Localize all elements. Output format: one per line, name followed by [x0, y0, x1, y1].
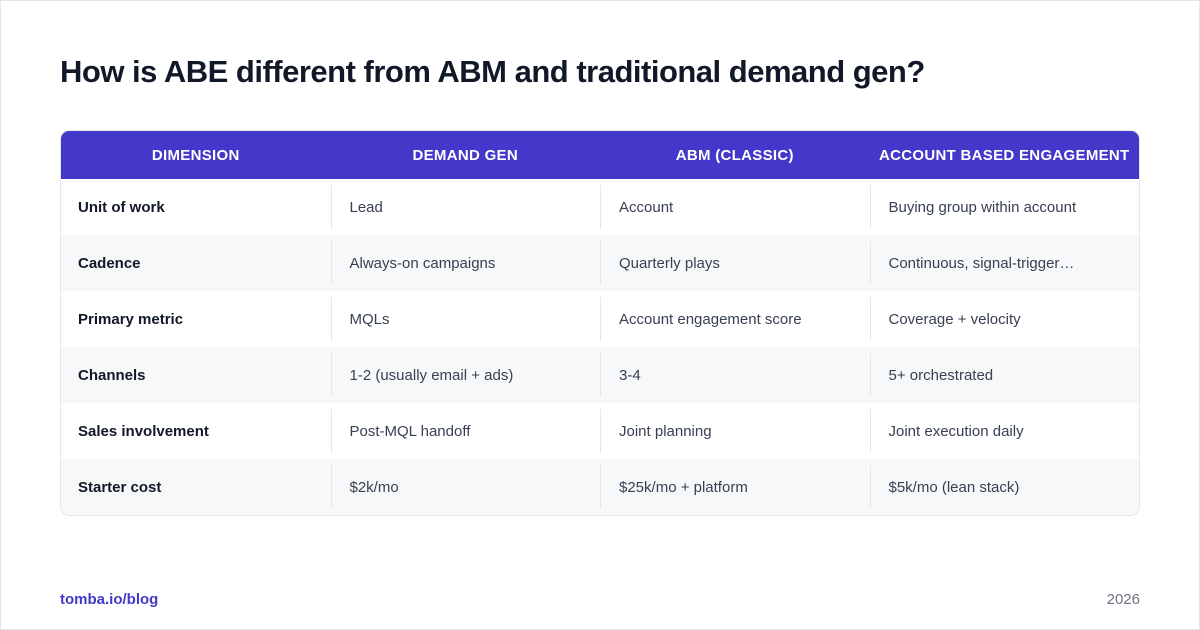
column-header-dimension: DIMENSION: [151, 146, 240, 164]
demand-gen-cell: $2k/mo: [330, 465, 601, 509]
dimension-cell: Starter cost: [78, 478, 162, 496]
column-header-demand-gen: DEMAND GEN: [412, 146, 518, 164]
page-title: How is ABE different from ABM and tradit…: [60, 54, 925, 89]
abe-cell: Joint execution daily: [869, 409, 1140, 453]
column-header-account-based-engagement: ACCOUNT BASED ENGAGEMENT: [878, 146, 1130, 164]
dimension-cell: Cadence: [78, 254, 141, 272]
demand-gen-cell: Always-on campaigns: [330, 241, 601, 285]
table-row: Sales involvement Post-MQL handoff Joint…: [61, 403, 1139, 459]
comparison-table: DIMENSION DEMAND GEN ABM (CLASSIC) ACCOU…: [60, 130, 1140, 516]
abm-classic-cell: 3-4: [600, 353, 870, 397]
demand-gen-cell: Lead: [330, 185, 601, 229]
footer-year: 2026: [1106, 591, 1140, 608]
abe-cell: Coverage + velocity: [869, 297, 1140, 341]
demand-gen-cell: MQLs: [330, 297, 601, 341]
demand-gen-cell: 1-2 (usually email + ads): [330, 353, 601, 397]
abe-cell: 5+ orchestrated: [869, 353, 1140, 397]
abm-classic-cell: Quarterly plays: [600, 241, 870, 285]
dimension-cell: Unit of work: [78, 198, 165, 216]
abe-cell-text: Continuous, signal-trigger…: [888, 254, 1075, 272]
abe-cell: $5k/mo (lean stack): [869, 465, 1140, 509]
table-body: Unit of work Lead Account Buying group w…: [61, 179, 1139, 515]
abe-cell: Continuous, signal-trigger…: [869, 241, 1140, 285]
table-header: DIMENSION DEMAND GEN ABM (CLASSIC) ACCOU…: [61, 131, 1139, 179]
abm-classic-cell: Joint planning: [600, 409, 870, 453]
abm-classic-cell: $25k/mo + platform: [600, 465, 870, 509]
dimension-cell: Primary metric: [78, 310, 184, 328]
dimension-cell: Sales involvement: [78, 422, 209, 440]
abe-cell: Buying group within account: [869, 185, 1140, 229]
column-header-abm-classic: ABM (CLASSIC): [675, 146, 794, 164]
table-row: Primary metric MQLs Account engagement s…: [61, 291, 1139, 347]
dimension-cell: Channels: [78, 366, 146, 384]
demand-gen-cell: Post-MQL handoff: [330, 409, 601, 453]
table-row: Channels 1-2 (usually email + ads) 3-4 5…: [61, 347, 1139, 403]
table-row: Starter cost $2k/mo $25k/mo + platform $…: [61, 459, 1139, 515]
abm-classic-cell: Account engagement score: [600, 297, 870, 341]
abm-classic-cell: Account: [600, 185, 870, 229]
table-row: Unit of work Lead Account Buying group w…: [61, 179, 1139, 235]
table-row: Cadence Always-on campaigns Quarterly pl…: [61, 235, 1139, 291]
blog-link[interactable]: tomba.io/blog: [60, 591, 159, 608]
